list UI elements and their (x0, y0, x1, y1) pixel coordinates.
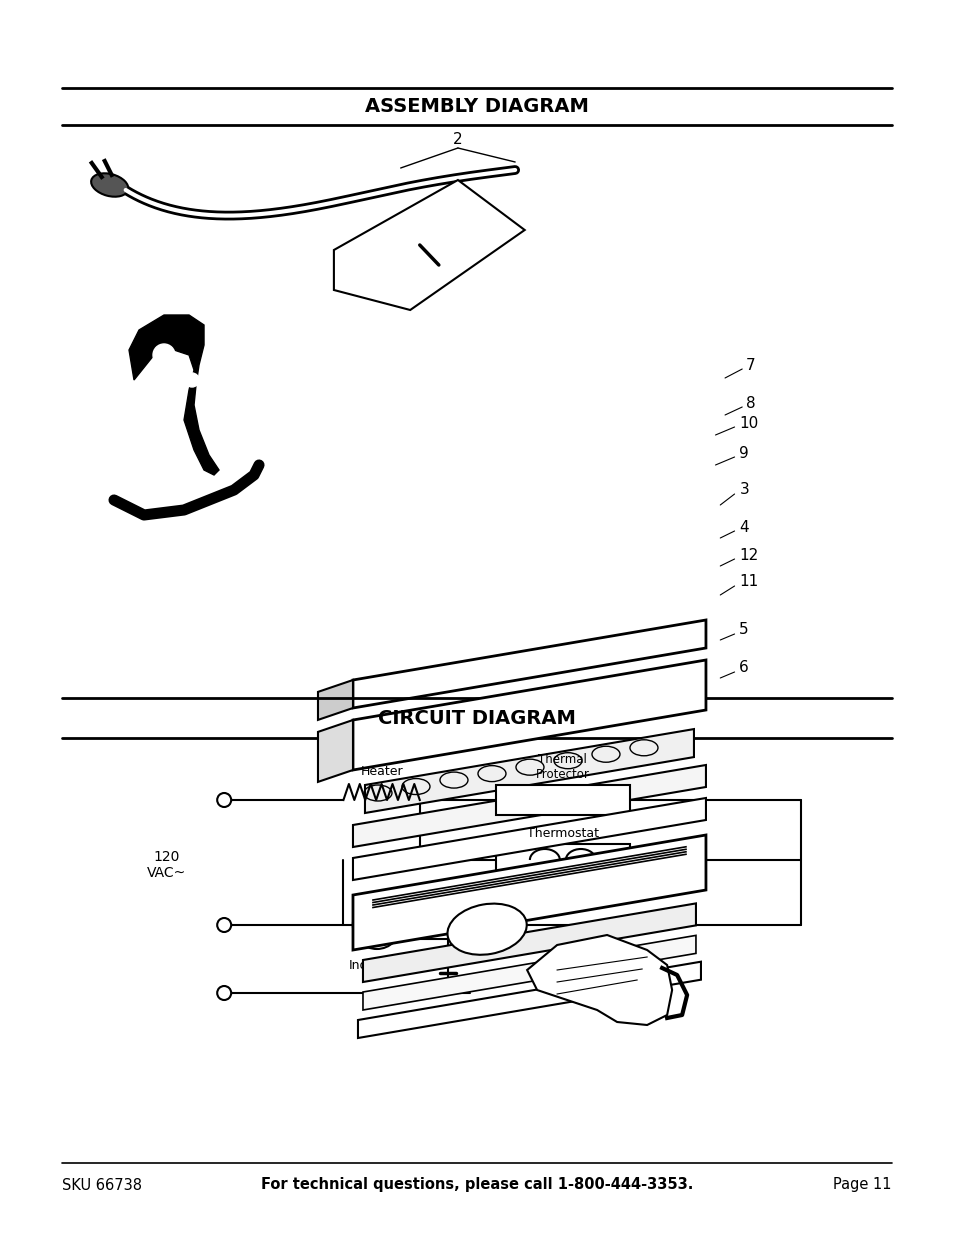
Text: Thermal
Protector: Thermal Protector (536, 753, 589, 781)
Text: For technical questions, please call 1-800-444-3353.: For technical questions, please call 1-8… (260, 1177, 693, 1193)
Text: CIRCUIT DIAGRAM: CIRCUIT DIAGRAM (377, 709, 576, 727)
Polygon shape (353, 798, 705, 881)
Polygon shape (365, 729, 693, 813)
Text: Thermostat: Thermostat (526, 827, 598, 840)
Circle shape (185, 373, 199, 387)
Text: ASSEMBLY DIAGRAM: ASSEMBLY DIAGRAM (365, 98, 588, 116)
Text: 4: 4 (739, 520, 748, 535)
Polygon shape (334, 180, 524, 310)
Text: Ω: Ω (429, 918, 439, 932)
Polygon shape (353, 764, 705, 847)
Text: 12: 12 (739, 547, 758, 562)
Polygon shape (353, 659, 705, 769)
Text: 2: 2 (453, 132, 462, 147)
Ellipse shape (91, 173, 128, 196)
Circle shape (217, 986, 231, 1000)
Polygon shape (353, 620, 705, 708)
Polygon shape (357, 962, 700, 1037)
Circle shape (217, 918, 231, 932)
Text: 5: 5 (739, 622, 748, 637)
Bar (496, 785, 629, 815)
Polygon shape (317, 720, 353, 782)
Bar (496, 844, 629, 876)
Polygon shape (353, 835, 705, 950)
Polygon shape (317, 680, 353, 720)
Text: 8: 8 (745, 395, 755, 410)
Text: 6: 6 (739, 661, 748, 676)
Circle shape (217, 793, 231, 806)
Text: Indicator: Indicator (349, 960, 404, 972)
Polygon shape (362, 903, 696, 982)
Bar (409, 911, 460, 939)
Circle shape (353, 902, 400, 948)
Text: Heater: Heater (360, 764, 402, 778)
Polygon shape (129, 315, 219, 475)
Text: 7: 7 (745, 357, 755, 373)
Circle shape (152, 345, 174, 366)
Text: R: R (430, 948, 438, 961)
Polygon shape (527, 935, 672, 1025)
Text: 9: 9 (739, 446, 748, 461)
Text: SKU 66738: SKU 66738 (62, 1177, 142, 1193)
Text: 3: 3 (739, 483, 748, 498)
Text: 120
VAC~: 120 VAC~ (147, 850, 187, 881)
Text: 11: 11 (739, 574, 758, 589)
Text: Page 11: Page 11 (833, 1177, 891, 1193)
Text: 1: 1 (162, 322, 172, 337)
Ellipse shape (447, 904, 526, 955)
Text: 10: 10 (739, 415, 758, 431)
Polygon shape (362, 935, 696, 1010)
